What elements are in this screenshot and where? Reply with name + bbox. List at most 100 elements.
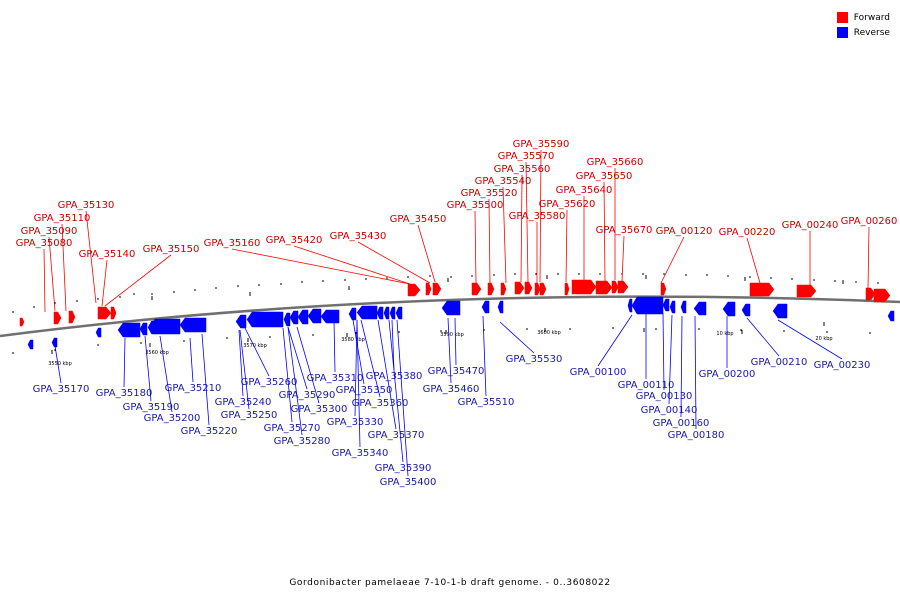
tick-label: 3570 kbp — [243, 343, 267, 349]
forward-gene-arrow — [524, 281, 533, 295]
reverse-gene-label: GPA_35470 — [428, 366, 485, 377]
reverse-leader-line — [597, 314, 633, 367]
reverse-leader-line — [352, 319, 365, 385]
forward-gene-label: GPA_35580 — [509, 211, 566, 222]
forward-leader-line — [502, 186, 507, 284]
reverse-gene-label: GPA_35220 — [181, 426, 238, 437]
forward-gene-label: GPA_00260 — [841, 216, 898, 227]
forward-gene-label: GPA_00220 — [719, 227, 776, 238]
legend-reverse: Reverse — [836, 25, 890, 40]
genome-caption: Gordonibacter pamelaeae 7-10-1-b draft g… — [289, 578, 611, 588]
reverse-gene-label: GPA_35380 — [366, 371, 423, 382]
forward-gene-arrow — [500, 282, 507, 296]
forward-leader-line — [474, 210, 477, 284]
forward-gene-label: GPA_35520 — [461, 188, 518, 199]
reverse-leader-line — [356, 319, 361, 448]
reverse-leader-line — [777, 319, 843, 360]
forward-leader-line — [293, 245, 411, 285]
forward-gene-label: GPA_35670 — [596, 225, 653, 236]
reverse-gene-arrow — [376, 306, 384, 320]
reverse-gene-arrow — [297, 309, 309, 325]
forward-gene-label: GPA_35560 — [494, 164, 551, 175]
reverse-gene-arrow — [348, 307, 357, 321]
reverse-leader-line — [287, 326, 308, 390]
forward-gene-label: GPA_35450 — [390, 214, 447, 225]
forward-gene-arrow — [595, 280, 613, 295]
reverse-gene-label: GPA_35300 — [291, 404, 348, 415]
reverse-gene-label: GPA_35210 — [165, 383, 222, 394]
forward-gene-label: GPA_35500 — [447, 200, 504, 211]
forward-leader-line — [101, 259, 108, 307]
reverse-gene-arrow — [246, 311, 284, 328]
forward-gene-arrow — [534, 282, 541, 296]
legend-reverse-label: Reverse — [853, 27, 890, 38]
reverse-gene-arrow — [772, 303, 788, 319]
reverse-gene-label: GPA_00210 — [751, 357, 808, 368]
tick-label: 10 kbp — [716, 331, 733, 337]
reverse-gene-arrow — [662, 298, 670, 312]
forward-leader-line — [565, 209, 568, 283]
forward-leader-line — [621, 235, 625, 282]
reverse-gene-arrow — [497, 300, 504, 314]
reverse-leader-line — [388, 319, 404, 463]
reverse-leader-line — [391, 319, 395, 371]
reverse-gene-label: GPA_35270 — [264, 423, 321, 434]
reverse-leader-line — [662, 312, 665, 391]
reverse-leader-line — [746, 317, 780, 357]
forward-gene-arrow — [487, 282, 495, 296]
reverse-leader-line — [680, 315, 683, 418]
forward-gene-arrow — [749, 282, 775, 297]
reverse-gene-label: GPA_00110 — [618, 380, 675, 391]
reverse-gene-arrow — [389, 306, 396, 320]
forward-gene-label: GPA_35640 — [556, 185, 613, 196]
reverse-gene-arrow — [395, 306, 403, 320]
genome-backbone — [0, 295, 900, 338]
forward-gene-arrow — [97, 306, 112, 320]
forward-leader-line — [520, 174, 523, 283]
forward-gene-label: GPA_35140 — [79, 249, 136, 260]
reverse-gene-arrow — [481, 300, 490, 314]
forward-leader-line — [85, 210, 97, 304]
reverse-gene-arrow — [722, 301, 736, 317]
legend-forward-label: Forward — [853, 12, 890, 23]
reverse-leader-line — [244, 327, 270, 377]
forward-leader-line — [417, 224, 436, 283]
forward-gene-label: GPA_35620 — [539, 199, 596, 210]
reverse-gene-label: GPA_35200 — [144, 413, 201, 424]
legend: Forward Reverse — [836, 10, 890, 40]
forward-gene-label: GPA_00120 — [656, 226, 713, 237]
reverse-leader-line — [282, 327, 293, 423]
forward-gene-arrow — [617, 280, 629, 294]
reverse-leader-line — [454, 317, 457, 366]
forward-gene-arrow — [796, 284, 817, 298]
reverse-gene-label: GPA_35170 — [33, 384, 90, 395]
forward-gene-label: GPA_35150 — [143, 244, 200, 255]
reverse-leader-line — [694, 315, 697, 430]
reverse-gene-label: GPA_35250 — [221, 410, 278, 421]
forward-gene-arrow — [611, 280, 619, 294]
reverse-leader-line — [54, 345, 62, 384]
reverse-gene-arrow — [631, 296, 664, 315]
reverse-leader-line — [360, 319, 381, 398]
reverse-gene-arrow — [149, 318, 181, 335]
forward-gene-label: GPA_35130 — [58, 200, 115, 211]
reverse-leader-line — [201, 333, 210, 426]
reverse-gene-label: GPA_35290 — [279, 390, 336, 401]
reverse-leader-line — [296, 326, 320, 404]
reverse-gene-arrow — [307, 308, 322, 324]
forward-leader-line — [357, 241, 431, 284]
legend-forward-swatch — [836, 12, 848, 23]
reverse-gene-label: GPA_00160 — [653, 418, 710, 429]
forward-gene-label: GPA_35110 — [34, 213, 91, 224]
reverse-gene-label: GPA_35390 — [375, 463, 432, 474]
reverse-leader-line — [159, 335, 173, 413]
reverse-leader-line — [354, 319, 358, 417]
forward-gene-arrow — [514, 281, 525, 295]
forward-gene-arrow — [432, 282, 442, 296]
forward-gene-arrow — [19, 317, 25, 327]
reverse-gene-arrow — [51, 337, 58, 348]
reverse-gene-label: GPA_35400 — [380, 477, 437, 488]
forward-gene-label: GPA_35430 — [330, 231, 387, 242]
forward-leader-line — [43, 248, 46, 313]
